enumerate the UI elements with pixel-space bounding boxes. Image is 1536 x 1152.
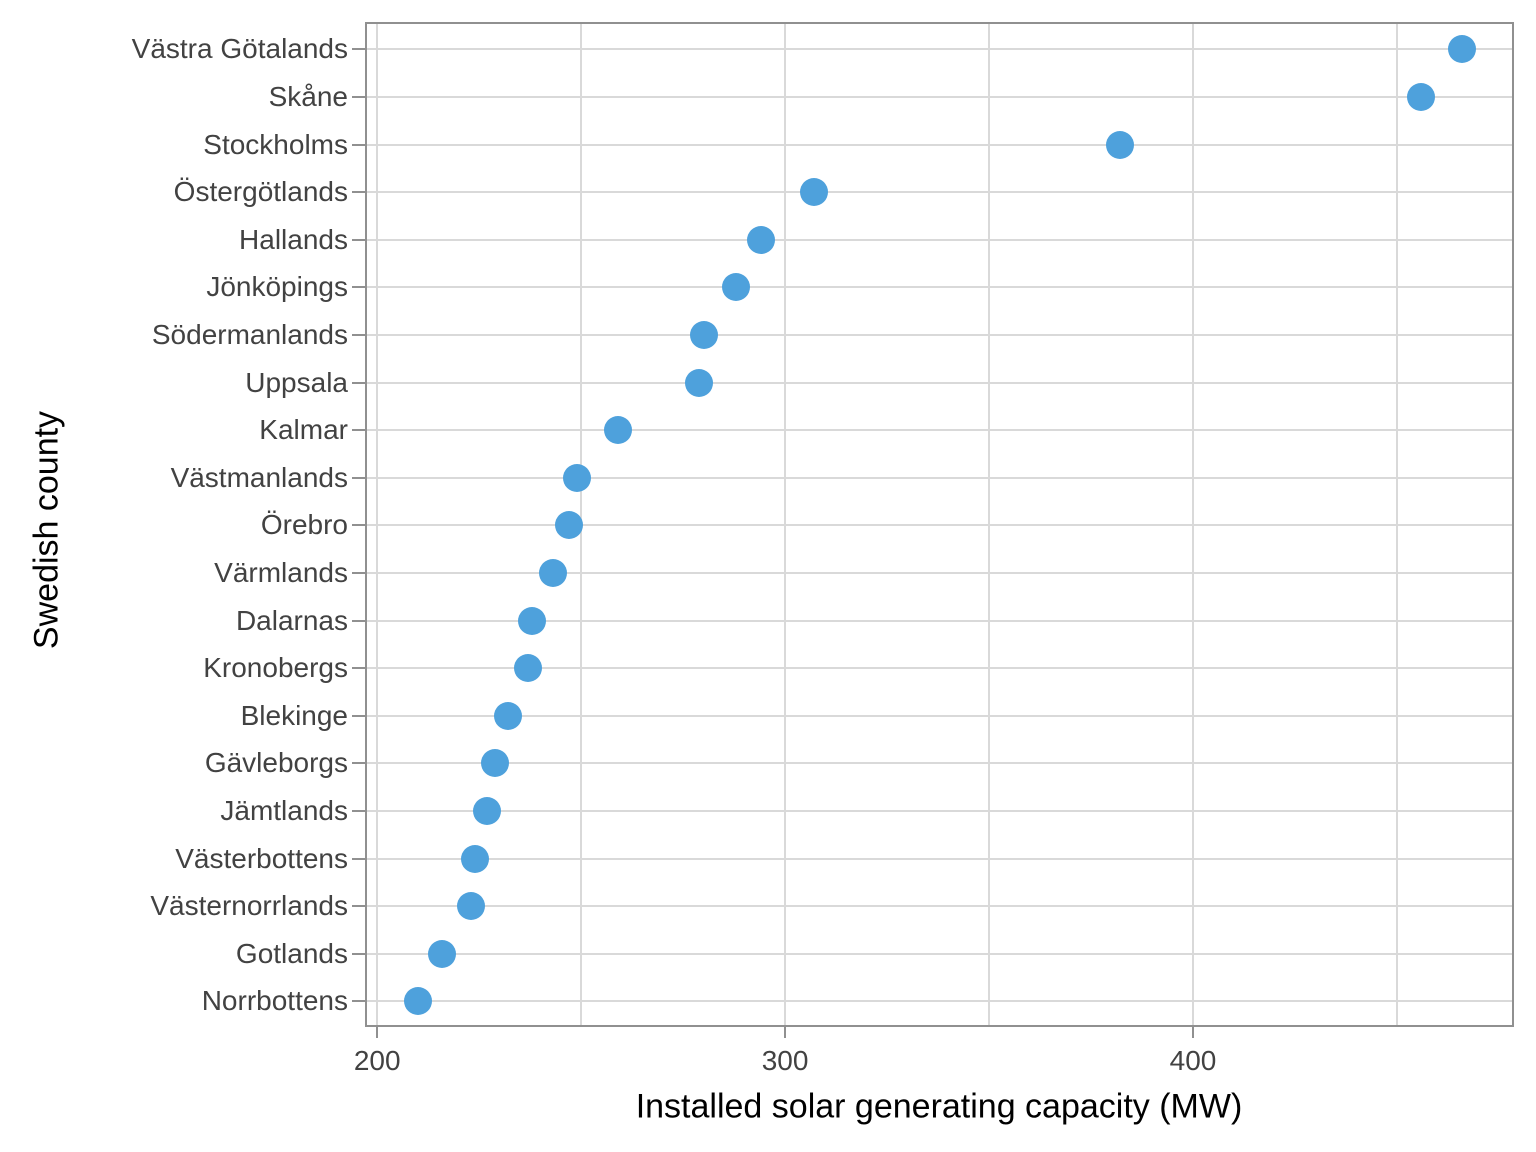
- y-tick-mark: [352, 714, 365, 717]
- y-tick-mark: [352, 191, 365, 194]
- x-tick-mark: [376, 1027, 379, 1038]
- y-tick-label: Skåne: [268, 80, 348, 112]
- y-tick-label: Blekinge: [240, 699, 348, 731]
- y-tick-mark: [352, 1000, 365, 1003]
- y-tick-label: Uppsala: [245, 366, 348, 398]
- gridline-row: [367, 857, 1512, 860]
- y-tick-label: Jönköpings: [206, 271, 348, 303]
- data-point-Hallands: [746, 225, 775, 254]
- y-tick-mark: [352, 95, 365, 98]
- gridline-row: [367, 952, 1512, 955]
- y-tick-label: Stockholms: [203, 128, 348, 160]
- gridline-row: [367, 429, 1512, 432]
- data-point-Kronobergs: [514, 654, 543, 683]
- y-tick-label: Värmlands: [214, 556, 348, 588]
- data-point-Västra Götalands: [1448, 35, 1477, 64]
- x-tick-mark: [1192, 1027, 1194, 1038]
- gridline-row: [367, 48, 1512, 51]
- x-tick-mark: [784, 1027, 787, 1038]
- data-point-Stockholms: [1105, 130, 1134, 159]
- y-tick-label: Örebro: [260, 509, 348, 541]
- y-tick-mark: [352, 667, 365, 670]
- gridline-row: [367, 571, 1512, 574]
- data-point-Jämtlands: [473, 796, 502, 825]
- y-tick-mark: [352, 286, 365, 289]
- gridline-row: [367, 191, 1512, 194]
- gridline-row: [367, 286, 1512, 289]
- y-tick-mark: [352, 809, 365, 812]
- data-point-Örebro: [554, 511, 583, 540]
- data-point-Dalarnas: [518, 606, 547, 635]
- y-tick-label: Södermanlands: [151, 318, 348, 350]
- y-tick-mark: [352, 524, 365, 527]
- y-tick-mark: [352, 619, 365, 622]
- gridline-row: [367, 524, 1512, 527]
- gridline-row: [367, 1000, 1512, 1003]
- gridline-row: [367, 95, 1512, 98]
- data-point-Uppsala: [685, 368, 714, 397]
- gridline-row: [367, 667, 1512, 670]
- y-tick-mark: [352, 905, 365, 908]
- data-point-Skåne: [1407, 82, 1436, 111]
- data-point-Blekinge: [493, 701, 522, 730]
- y-tick-label: Gotlands: [235, 937, 348, 969]
- data-point-Gävleborgs: [481, 749, 510, 778]
- y-tick-mark: [352, 857, 365, 860]
- gridline-row: [367, 809, 1512, 812]
- x-tick-label: 200: [353, 1045, 401, 1076]
- y-tick-label: Västernorrlands: [150, 890, 348, 922]
- data-point-Västernorrlands: [457, 892, 486, 921]
- gridline-row: [367, 143, 1512, 146]
- data-point-Värmlands: [538, 558, 567, 587]
- y-tick-mark: [352, 762, 365, 765]
- x-tick-label: 400: [1169, 1045, 1217, 1076]
- y-tick-mark: [352, 429, 365, 432]
- gridline-row: [367, 905, 1512, 908]
- x-tick-label: 300: [761, 1045, 809, 1076]
- y-tick-mark: [352, 238, 365, 241]
- data-point-Västerbottens: [461, 844, 490, 873]
- gridline-row: [367, 762, 1512, 765]
- data-point-Västmanlands: [563, 463, 592, 492]
- data-point-Kalmar: [603, 416, 632, 445]
- y-tick-mark: [352, 333, 365, 336]
- y-tick-label: Jämtlands: [220, 794, 348, 826]
- y-tick-mark: [352, 571, 365, 574]
- y-tick-label: Västra Götalands: [131, 33, 348, 65]
- gridline-row: [367, 238, 1512, 241]
- y-tick-mark: [352, 48, 365, 51]
- gridline-row: [367, 714, 1512, 717]
- plot-panel: [365, 22, 1514, 1027]
- gridline-row: [367, 476, 1512, 479]
- gridline-row: [367, 333, 1512, 336]
- data-point-Norrbottens: [403, 987, 432, 1016]
- data-point-Södermanlands: [689, 320, 718, 349]
- y-tick-label: Norrbottens: [201, 985, 348, 1017]
- y-tick-label: Västmanlands: [170, 461, 348, 493]
- gridline-row: [367, 619, 1512, 622]
- data-point-Jönköpings: [722, 273, 751, 302]
- data-point-Östergötlands: [799, 178, 828, 207]
- y-tick-label: Hallands: [239, 223, 348, 255]
- y-tick-mark: [352, 952, 365, 955]
- y-tick-label: Gävleborgs: [204, 747, 348, 779]
- y-tick-label: Kronobergs: [203, 652, 348, 684]
- x-axis-title: Installed solar generating capacity (MW): [635, 1087, 1243, 1126]
- y-tick-label: Dalarnas: [235, 604, 348, 636]
- y-tick-mark: [352, 476, 365, 479]
- gridline-row: [367, 381, 1512, 384]
- y-tick-label: Västerbottens: [175, 842, 348, 874]
- y-tick-mark: [352, 381, 365, 384]
- y-tick-label: Kalmar: [259, 414, 348, 446]
- y-tick-mark: [352, 143, 365, 146]
- y-tick-label: Östergötlands: [173, 176, 348, 208]
- data-point-Gotlands: [428, 939, 457, 968]
